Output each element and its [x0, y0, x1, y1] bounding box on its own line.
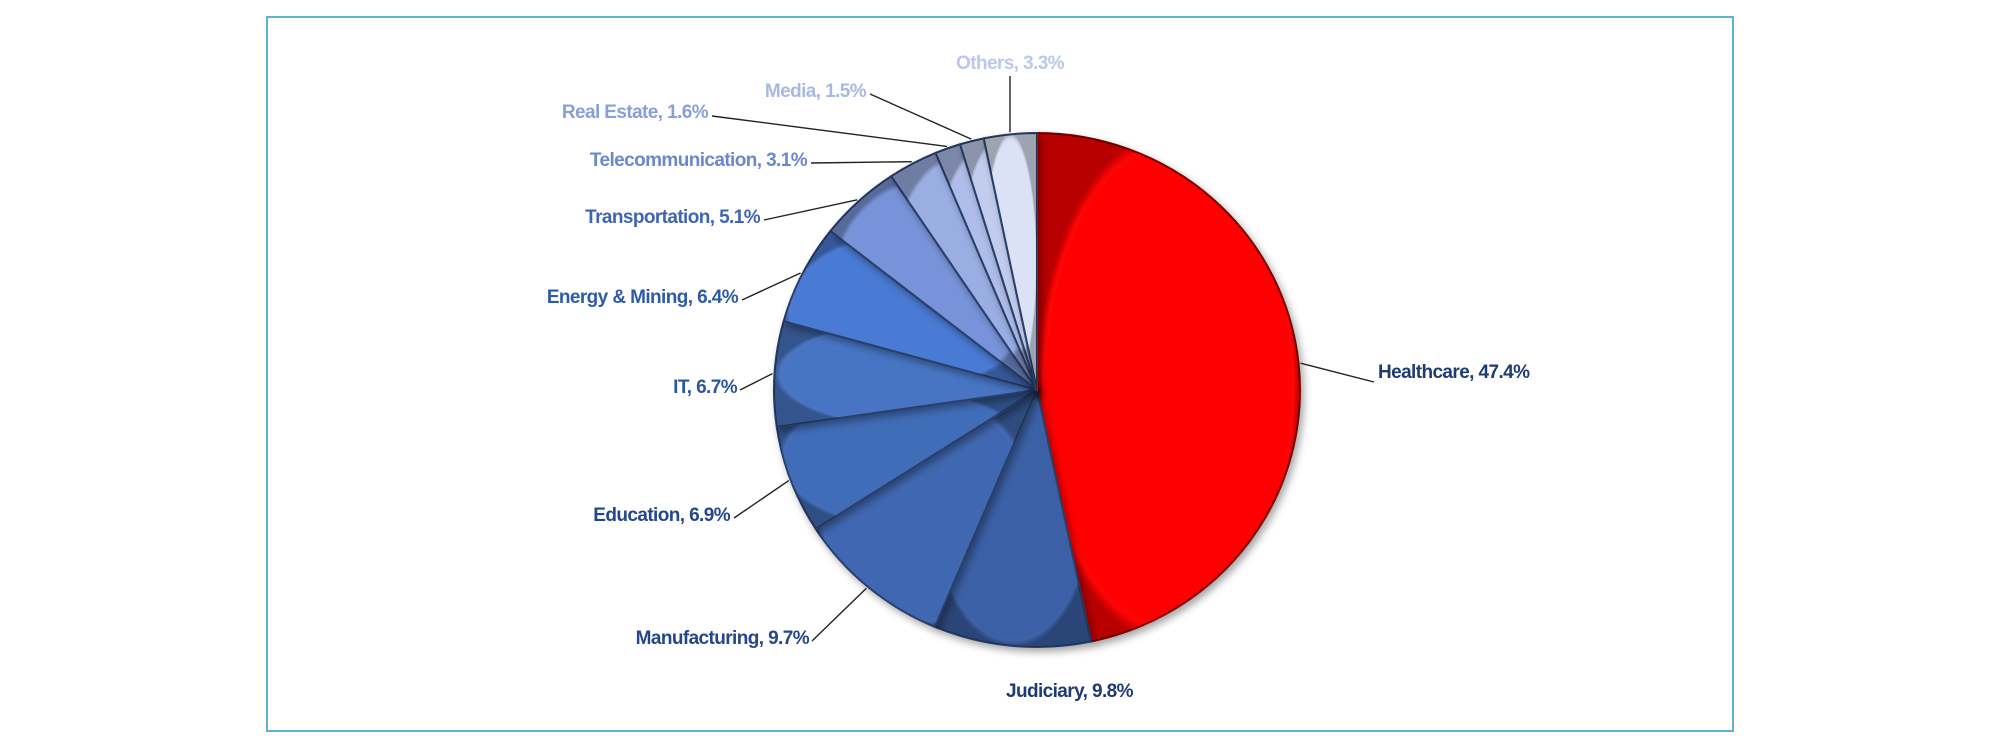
slice-label-media: Media, 1.5%: [765, 81, 867, 102]
pie-slice-bevel: [783, 231, 1037, 390]
slice-label-real-estate: Real Estate, 1.6%: [562, 102, 709, 123]
leader-line: [1300, 362, 1375, 383]
pie-slice-bevel: [960, 138, 1037, 390]
leader-line: [733, 480, 790, 519]
pie-slice-bevel: [934, 390, 1092, 647]
leader-line: [739, 372, 773, 391]
pie-slice-bevel: [983, 132, 1037, 390]
pie-slice-bevel: [774, 321, 1037, 427]
pie-slice-bevel: [815, 390, 1037, 627]
pie-slice-bevel: [830, 176, 1037, 390]
pie-slice-bevel: [1037, 133, 1300, 642]
slice-labels: Healthcare, 47.4% Judiciary, 9.8% Manufact…: [547, 53, 1531, 702]
leader-line: [810, 161, 912, 164]
leader-line: [811, 587, 867, 642]
leader-line: [711, 115, 948, 148]
pie-slice-bevel: [935, 144, 1037, 390]
leader-lines: [711, 76, 1375, 642]
slice-label-judiciary: Judiciary, 9.8%: [1006, 681, 1134, 702]
slice-label-education: Education, 6.9%: [593, 505, 730, 526]
slice-label-transportation: Transportation, 5.1%: [585, 207, 761, 228]
slice-label-it: IT, 6.7%: [673, 377, 738, 398]
leader-line: [763, 199, 858, 221]
pie-slices: [773, 132, 1301, 648]
slice-label-energy-mining: Energy & Mining, 6.4%: [547, 287, 739, 308]
leader-line: [869, 93, 972, 140]
pie-slice-bevel: [776, 390, 1037, 529]
slice-label-telecommunication: Telecommunication, 3.1%: [590, 150, 808, 171]
slice-label-manufacturing: Manufacturing, 9.7%: [636, 628, 810, 649]
slice-label-others: Others, 3.3%: [956, 53, 1065, 74]
pie-slice-bevel: [891, 152, 1037, 390]
slice-label-healthcare: Healthcare, 47.4%: [1378, 362, 1530, 383]
leader-line: [741, 272, 801, 301]
